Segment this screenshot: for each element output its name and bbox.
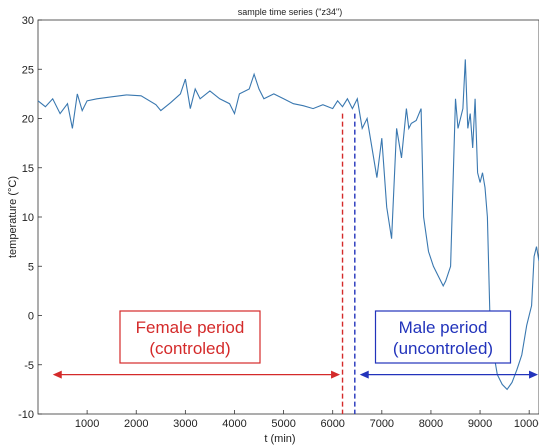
- y-tick-label: 30: [22, 15, 34, 27]
- period-dividers: [341, 113, 356, 414]
- y-tick-label: 0: [28, 311, 34, 323]
- x-tick-label: 9000: [468, 418, 492, 430]
- y-axis-label: temperature (°C): [7, 176, 19, 258]
- period-label-text: (uncontroled): [393, 339, 493, 358]
- arrow-head-right: [529, 370, 539, 379]
- chart-title: sample time series ("z34"): [238, 7, 342, 17]
- x-tick-label: 6000: [320, 418, 344, 430]
- y-tick-label: 5: [28, 261, 34, 273]
- x-tick-label: 3000: [173, 418, 197, 430]
- period-annotations: Female period (controled) Male period (unco…: [52, 310, 539, 379]
- y-tick-label: 25: [22, 64, 34, 76]
- x-tick-label: 2000: [124, 418, 148, 430]
- temperature-series-line: [37, 59, 539, 391]
- period-label-text: Female period: [136, 318, 245, 337]
- period-label-box: [119, 310, 261, 364]
- x-tick-label: 7000: [370, 418, 394, 430]
- x-tick-label: 4000: [222, 418, 246, 430]
- y-tick-label: 20: [22, 114, 34, 126]
- period-label-text: (controled): [149, 339, 230, 358]
- period-label-box: [374, 310, 512, 364]
- x-axis-label: t (min): [264, 433, 295, 445]
- x-axis: 1000 2000 3000 4000 5000 6000 7000 8000 9000 1000…: [75, 410, 539, 430]
- arrow-head-left: [359, 370, 369, 379]
- y-tick-label: 15: [22, 163, 34, 175]
- x-tick-label: 5000: [271, 418, 295, 430]
- x-tick-label: 1000: [75, 418, 99, 430]
- arrow-head-right: [331, 370, 341, 379]
- period-label-text: Male period: [399, 318, 488, 337]
- y-tick-label: 10: [22, 212, 34, 224]
- y-tick-label: -5: [24, 360, 34, 372]
- y-axis: -10 -5 0 5 10 15 20 25 30: [18, 15, 42, 421]
- x-tick-label: 10000: [514, 418, 539, 430]
- arrow-head-left: [52, 370, 62, 379]
- y-tick-label: -10: [18, 409, 34, 421]
- x-tick-label: 8000: [419, 418, 443, 430]
